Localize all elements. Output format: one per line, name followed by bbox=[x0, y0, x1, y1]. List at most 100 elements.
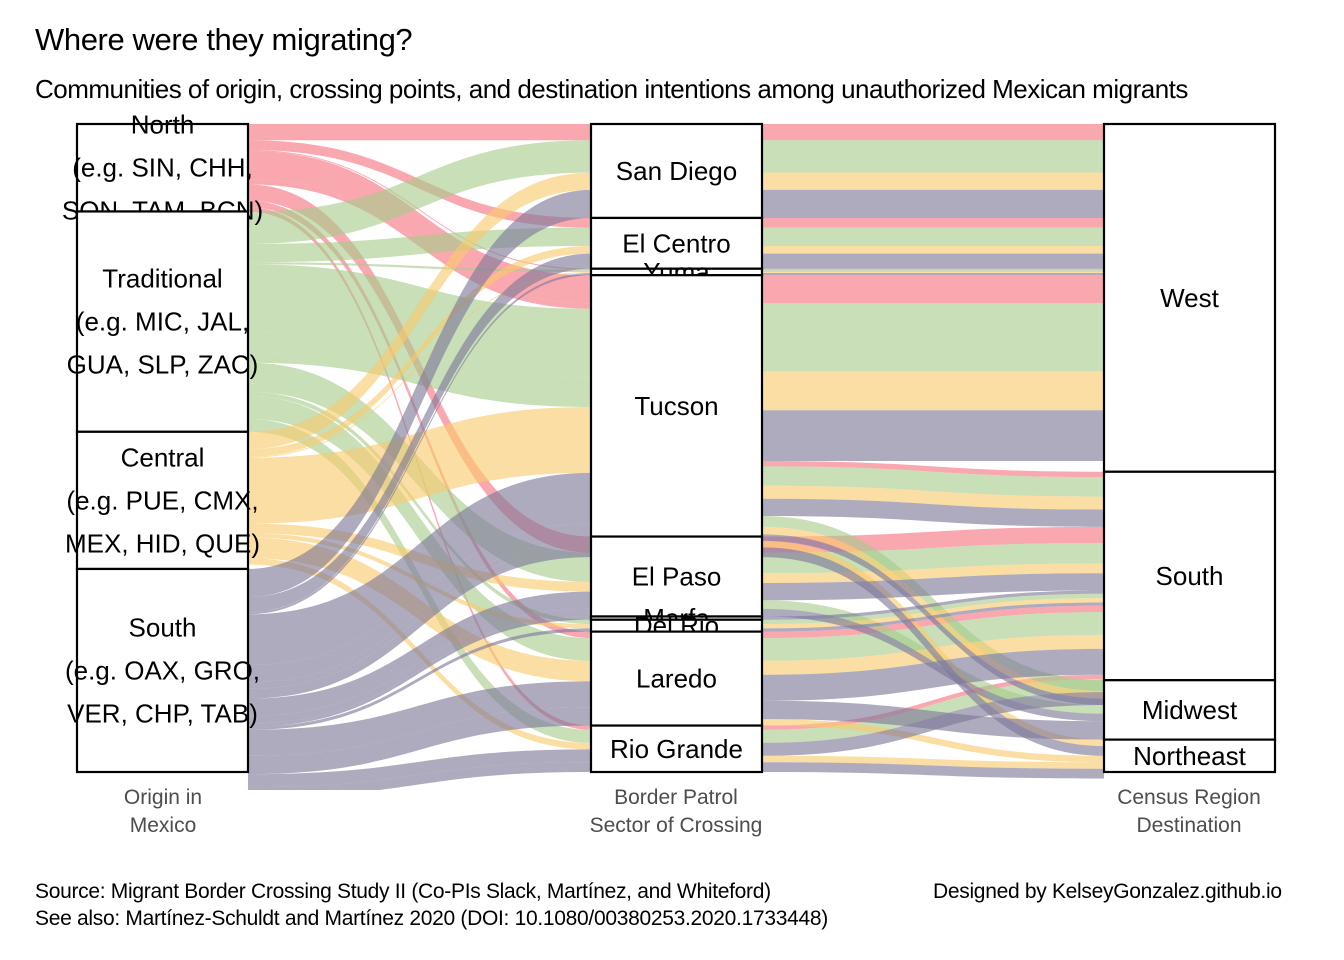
flow-ribbon-origin-sector bbox=[248, 273, 591, 615]
flow-ribbon-origin-sector bbox=[248, 523, 591, 683]
flow-ribbon-sector-region bbox=[762, 719, 1104, 763]
stratum-box-sector bbox=[589, 630, 764, 727]
flow-ribbon-origin-sector bbox=[248, 681, 591, 756]
source-line-1: Source: Migrant Border Crossing Study II… bbox=[35, 880, 771, 903]
stratum-box-region bbox=[1102, 679, 1277, 741]
flow-ribbon-origin-sector bbox=[248, 149, 591, 270]
flow-ribbon-sector-region bbox=[762, 590, 1104, 620]
flow-ribbon-sector-region bbox=[762, 172, 1104, 190]
flow-ribbon-origin-sector bbox=[248, 172, 591, 450]
flow-ribbon-origin-sector bbox=[248, 445, 591, 510]
flow-ribbon-sector-region bbox=[762, 217, 1104, 228]
flow-ribbon-sector-region bbox=[762, 648, 1104, 701]
stratum-box-sector bbox=[589, 724, 764, 774]
flow-ribbon-sector-region bbox=[762, 410, 1104, 461]
stratum-label-origin: Central (e.g. PUE, CMX, MEX, HID, QUE) bbox=[65, 442, 260, 558]
flow-ribbon-sector-region bbox=[762, 498, 1104, 527]
flow-ribbon-sector-region bbox=[762, 246, 1104, 254]
stratum-label-sector: Rio Grande bbox=[610, 734, 743, 764]
flow-ribbon-origin-sector bbox=[248, 140, 591, 244]
flow-ribbon-sector-region bbox=[762, 140, 1104, 173]
stratum-label-region: Northeast bbox=[1133, 741, 1246, 771]
stratum-label-sector: El Paso bbox=[632, 562, 722, 592]
flow-ribbon-sector-region bbox=[762, 762, 1104, 779]
axis-label-origin: Origin in Mexico bbox=[123, 786, 203, 837]
flow-ribbon-origin-sector bbox=[248, 391, 591, 625]
flow-ribbon-sector-region bbox=[762, 253, 1104, 269]
flow-ribbon-origin-sector bbox=[248, 406, 591, 497]
flow-ribbon-sector-region bbox=[762, 371, 1104, 411]
flow-ribbon-origin-sector bbox=[248, 591, 591, 716]
flow-ribbon-origin-sector bbox=[248, 151, 591, 304]
stratum-label-sector: El Centro bbox=[622, 228, 730, 258]
flows-origin-to-sector bbox=[248, 124, 591, 790]
source-line-2: See also: Martínez-Schuldt and Martínez … bbox=[35, 907, 828, 930]
flow-ribbon-origin-sector bbox=[248, 200, 591, 639]
flow-ribbon-origin-sector bbox=[248, 396, 591, 661]
flow-ribbon-sector-region bbox=[762, 268, 1104, 270]
stratum-box-sector bbox=[589, 535, 764, 618]
flow-ribbon-origin-sector bbox=[248, 472, 591, 666]
alluvial-chart: North(e.g. SIN, CHH,SON, TAM, BCN)Tradit… bbox=[62, 110, 1277, 790]
stratum-box-sector bbox=[589, 274, 764, 538]
flow-ribbon-origin-sector bbox=[248, 762, 591, 790]
flow-ribbon-sector-region bbox=[762, 602, 1104, 632]
flow-ribbon-origin-sector bbox=[248, 189, 591, 598]
flow-ribbon-sector-region bbox=[762, 466, 1104, 497]
flow-ribbon-origin-sector bbox=[248, 707, 591, 775]
stratum-box-origin bbox=[75, 567, 250, 774]
axis-label-region: Census Region Destination bbox=[1117, 786, 1261, 837]
flow-ribbon-sector-region bbox=[762, 547, 1104, 756]
flow-ribbon-origin-sector bbox=[248, 547, 591, 699]
stratum-box-region bbox=[1102, 738, 1277, 774]
flow-ribbon-sector-region bbox=[762, 303, 1104, 372]
flow-ribbon-sector-region bbox=[762, 485, 1104, 510]
flow-ribbon-origin-sector bbox=[248, 458, 591, 518]
stratum-label-region: West bbox=[1160, 283, 1220, 313]
stratum-label-region: South bbox=[1156, 561, 1224, 591]
flow-ribbon-origin-sector bbox=[248, 608, 591, 724]
stratum-box-origin bbox=[75, 122, 250, 213]
flow-ribbon-origin-sector bbox=[248, 466, 591, 524]
stratum-label-origin: Traditional (e.g. MIC, JAL, GUA, SLP, ZAC) bbox=[67, 264, 259, 380]
flow-ribbon-sector-region bbox=[762, 755, 1104, 769]
flow-ribbon-sector-region bbox=[762, 275, 1104, 304]
chart-title: Where were they migrating? bbox=[35, 22, 413, 57]
flow-ribbon-origin-sector bbox=[248, 264, 591, 377]
flow-ribbon-sector-region bbox=[762, 612, 1104, 661]
flow-ribbon-sector-region bbox=[762, 692, 1104, 756]
stratum-label-region: Midwest bbox=[1142, 695, 1238, 725]
flow-ribbon-origin-sector bbox=[248, 616, 591, 727]
flow-ribbon-origin-sector bbox=[248, 332, 591, 397]
stratum-box-origin bbox=[75, 210, 250, 433]
flow-ribbon-sector-region bbox=[762, 124, 1104, 141]
flow-ribbon-origin-sector bbox=[248, 253, 591, 613]
stratum-box-origin bbox=[75, 430, 250, 571]
axis-label-sector: Border Patrol Sector of Crossing bbox=[589, 786, 763, 837]
flow-ribbon-sector-region bbox=[762, 674, 1104, 730]
stratum-label-sector: Laredo bbox=[636, 664, 717, 694]
stratum-box-sector bbox=[589, 216, 764, 270]
flow-ribbon-origin-sector bbox=[248, 351, 591, 407]
flow-ribbon-sector-region bbox=[762, 269, 1104, 272]
flow-ribbon-sector-region bbox=[762, 271, 1104, 274]
flows-sector-to-region bbox=[762, 124, 1104, 779]
flow-ribbon-origin-sector bbox=[248, 628, 591, 730]
flow-ribbon-origin-sector bbox=[248, 540, 591, 689]
flow-ribbon-origin-sector bbox=[248, 124, 591, 141]
flow-ribbon-sector-region bbox=[762, 189, 1104, 218]
designer-credit: Designed by KelseyGonzalez.github.io bbox=[933, 880, 1282, 903]
flow-ribbon-sector-region bbox=[762, 573, 1104, 601]
flow-ribbon-sector-region bbox=[762, 534, 1104, 706]
flow-ribbon-sector-region bbox=[762, 563, 1104, 583]
stratum-label-origin: South (e.g. OAX, GRO, VER, CHP, TAB) bbox=[65, 612, 260, 728]
stratum-box-region bbox=[1102, 122, 1277, 473]
chart-subtitle: Communities of origin, crossing points, … bbox=[35, 74, 1188, 104]
stratum-label-sector: Tucson bbox=[634, 391, 718, 421]
flow-ribbon-origin-sector bbox=[248, 749, 591, 788]
flow-ribbon-sector-region bbox=[762, 460, 1104, 478]
flow-ribbon-sector-region bbox=[762, 273, 1104, 276]
flow-ribbon-origin-sector bbox=[248, 246, 591, 457]
strata: North(e.g. SIN, CHH,SON, TAM, BCN)Tradit… bbox=[62, 110, 1277, 774]
flow-ribbon-origin-sector bbox=[248, 271, 591, 458]
